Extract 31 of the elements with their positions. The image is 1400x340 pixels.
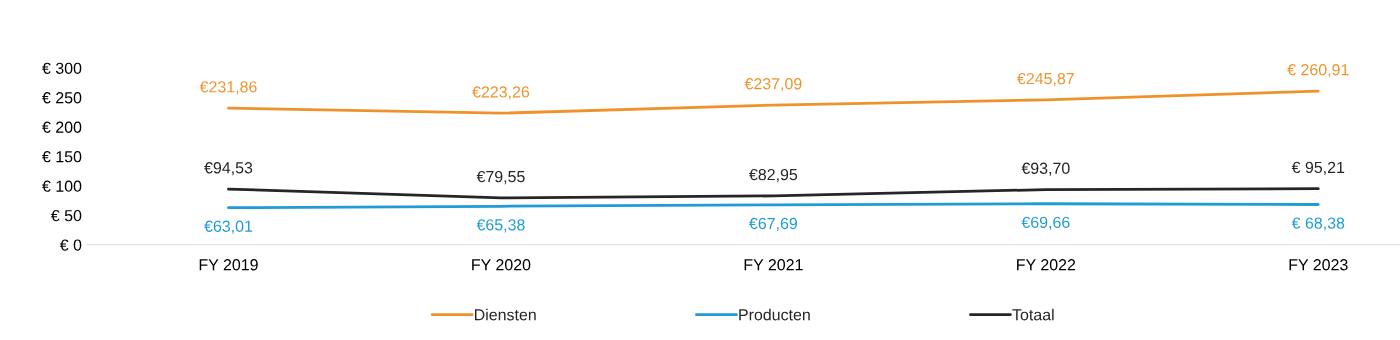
legend-label: Producten — [739, 308, 810, 321]
x-tick-label: FY 2022 — [1017, 259, 1076, 271]
y-tick-label: € 0 — [59, 239, 82, 251]
x-tick-label: FY 2019 — [199, 259, 258, 271]
x-tick-label: FY 2023 — [1289, 259, 1348, 271]
y-tick-label: € 250 — [42, 92, 82, 104]
y-tick-label: € 100 — [42, 180, 82, 192]
data-label: €94,53 — [204, 162, 253, 176]
y-tick-label: € 50 — [50, 209, 82, 222]
data-label: € 260,91 — [1287, 64, 1349, 78]
y-tick-label: € 150 — [42, 151, 82, 163]
x-tick-label: FY 2021 — [744, 259, 803, 271]
data-label: €79,55 — [476, 170, 525, 185]
data-label: €93,70 — [1021, 162, 1070, 176]
legend-label: Diensten — [475, 308, 536, 321]
data-label: €65,38 — [476, 219, 525, 233]
x-tick-label: FY 2020 — [472, 259, 531, 271]
data-label: €69,66 — [1021, 216, 1070, 230]
y-tick-label: € 300 — [42, 62, 82, 74]
data-label: € 68,38 — [1291, 217, 1345, 231]
line-series — [227, 187, 1320, 200]
data-label: € 95,21 — [1291, 161, 1345, 175]
data-label: €237,09 — [744, 78, 802, 92]
data-label: €67,69 — [749, 217, 798, 232]
data-label: €231,86 — [199, 81, 257, 95]
data-label: €63,01 — [204, 220, 253, 234]
legend-label: Totaal — [1012, 308, 1054, 321]
y-tick-label: € 200 — [42, 121, 82, 133]
data-label: €245,87 — [1017, 72, 1074, 87]
data-label: €223,26 — [472, 86, 530, 100]
data-label: €82,95 — [749, 168, 798, 183]
